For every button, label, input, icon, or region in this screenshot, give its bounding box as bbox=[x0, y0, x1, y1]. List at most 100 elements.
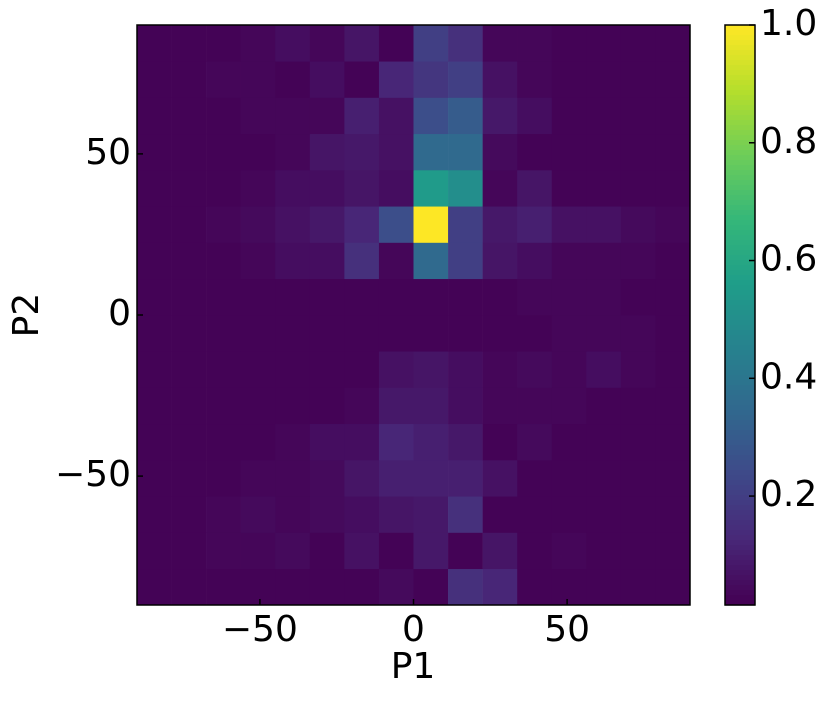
heatmap-cell bbox=[275, 97, 311, 135]
colorbar-tick-label: 0.6 bbox=[760, 239, 817, 280]
colorbar-swatch bbox=[725, 55, 755, 61]
heatmap-cell bbox=[171, 496, 207, 533]
heatmap-cell bbox=[655, 170, 691, 207]
heatmap-cell bbox=[517, 423, 553, 461]
heatmap-cell bbox=[448, 568, 483, 606]
colorbar-swatch bbox=[725, 370, 755, 376]
colorbar-swatch bbox=[725, 320, 755, 326]
colorbar-swatch bbox=[725, 85, 755, 91]
heatmap-cell bbox=[206, 97, 241, 135]
heatmap-cell bbox=[378, 242, 414, 280]
heatmap-cell bbox=[448, 170, 483, 207]
colorbar-swatch bbox=[725, 410, 755, 416]
colorbar-swatch bbox=[725, 575, 755, 581]
heatmap-cell bbox=[586, 315, 622, 352]
heatmap-cell bbox=[620, 351, 656, 388]
heatmap-cell bbox=[309, 351, 345, 388]
heatmap-cell bbox=[482, 568, 518, 606]
colorbar-swatch bbox=[725, 50, 755, 56]
heatmap-cell bbox=[655, 97, 691, 135]
colorbar-swatch bbox=[725, 515, 755, 521]
heatmap-cell bbox=[171, 206, 207, 243]
heatmap-cell bbox=[240, 61, 276, 98]
colorbar-swatch bbox=[725, 215, 755, 221]
heatmap-cell bbox=[551, 242, 587, 280]
heatmap-cell bbox=[137, 25, 172, 62]
heatmap-cell bbox=[378, 133, 414, 171]
heatmap-cell bbox=[378, 532, 414, 570]
colorbar-swatch bbox=[725, 65, 755, 71]
heatmap-cell bbox=[137, 206, 172, 243]
heatmap-cell bbox=[137, 387, 172, 425]
heatmap-cell bbox=[482, 97, 518, 135]
colorbar-swatch bbox=[725, 485, 755, 491]
heatmap-cell bbox=[378, 25, 414, 62]
heatmap-cell bbox=[137, 568, 172, 606]
colorbar-swatch bbox=[725, 525, 755, 531]
heatmap-cell bbox=[517, 315, 553, 352]
heatmap-cell bbox=[240, 133, 276, 171]
heatmap-cell bbox=[620, 568, 656, 606]
y-tick-label: 0 bbox=[108, 293, 131, 334]
colorbar-swatch bbox=[725, 565, 755, 571]
heatmap-cell bbox=[655, 206, 691, 243]
heatmap-cell bbox=[620, 170, 656, 207]
heatmap-cell bbox=[517, 61, 553, 98]
colorbar-swatch bbox=[725, 445, 755, 451]
heatmap-cell bbox=[171, 532, 207, 570]
heatmap-cell bbox=[620, 278, 656, 316]
heatmap-cell bbox=[413, 496, 449, 533]
heatmap-cell bbox=[275, 61, 311, 98]
heatmap-cell bbox=[309, 97, 345, 135]
heatmap-cell bbox=[517, 170, 553, 207]
colorbar-swatch bbox=[725, 180, 755, 186]
heatmap-cell bbox=[620, 206, 656, 243]
heatmap-cell bbox=[378, 97, 414, 135]
colorbar-swatch bbox=[725, 505, 755, 511]
heatmap-cell bbox=[378, 460, 414, 497]
heatmap-cell bbox=[517, 278, 553, 316]
colorbar-swatch bbox=[725, 130, 755, 136]
heatmap-cell bbox=[275, 351, 311, 388]
heatmap-cell bbox=[275, 242, 311, 280]
colorbar-swatch bbox=[725, 450, 755, 456]
heatmap-cell bbox=[448, 351, 483, 388]
colorbar-swatch bbox=[725, 490, 755, 496]
colorbar-swatch bbox=[725, 190, 755, 196]
colorbar-swatch bbox=[725, 295, 755, 301]
colorbar-swatch bbox=[725, 175, 755, 181]
heatmap-cell bbox=[586, 170, 622, 207]
colorbar-swatch bbox=[725, 350, 755, 356]
heatmap-cell bbox=[586, 387, 622, 425]
heatmap-cell bbox=[171, 423, 207, 461]
colorbar-swatch bbox=[725, 540, 755, 546]
heatmap-cell bbox=[171, 97, 207, 135]
heatmap-cell bbox=[517, 351, 553, 388]
heatmap-cell bbox=[206, 315, 241, 352]
colorbar-swatch bbox=[725, 405, 755, 411]
colorbar-swatch bbox=[725, 105, 755, 111]
heatmap-cell bbox=[586, 61, 622, 98]
heatmap-cell bbox=[240, 170, 276, 207]
heatmap-cell bbox=[551, 423, 587, 461]
colorbar-swatch bbox=[725, 425, 755, 431]
heatmap-cell bbox=[171, 25, 207, 62]
heatmap-cell bbox=[344, 242, 380, 280]
colorbar-swatch bbox=[725, 470, 755, 476]
heatmap-cell bbox=[275, 532, 311, 570]
heatmap-cell bbox=[240, 351, 276, 388]
heatmap-cell bbox=[309, 568, 345, 606]
heatmap-cell bbox=[517, 460, 553, 497]
colorbar-swatch bbox=[725, 590, 755, 596]
heatmap-cell bbox=[413, 315, 449, 352]
heatmap-cell bbox=[448, 496, 483, 533]
heatmap-cell bbox=[448, 61, 483, 98]
heatmap-cell bbox=[586, 278, 622, 316]
colorbar-swatch bbox=[725, 305, 755, 311]
colorbar-swatch bbox=[725, 585, 755, 591]
heatmap-cell bbox=[413, 460, 449, 497]
colorbar-swatch bbox=[725, 345, 755, 351]
x-tick-label: 0 bbox=[402, 609, 425, 650]
heatmap-cell bbox=[482, 61, 518, 98]
